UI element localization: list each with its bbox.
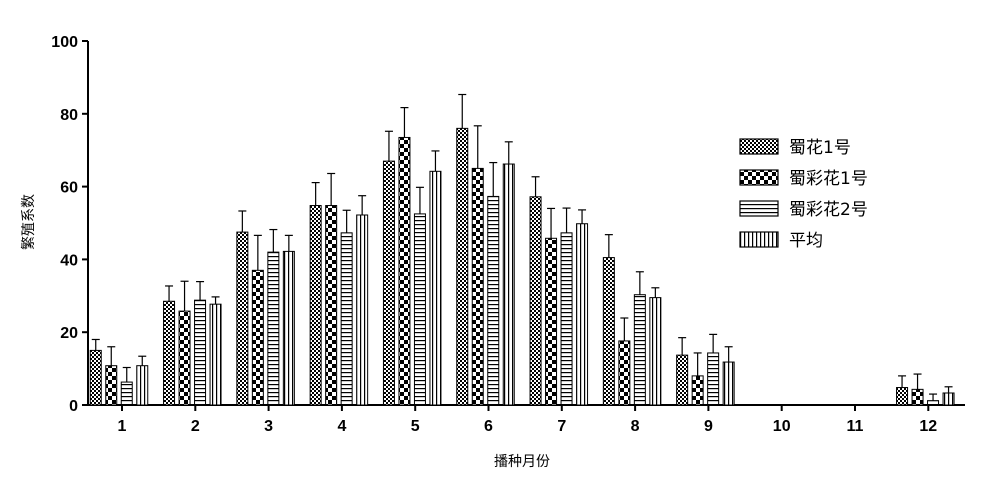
bar: [120, 381, 133, 406]
x-tick-label: 4: [337, 418, 346, 435]
legend-label: 蜀彩花2号: [789, 200, 868, 220]
bar-series-group: [89, 93, 955, 406]
legend-swatch: [739, 231, 779, 248]
y-axis-title: 繁殖系数: [20, 194, 37, 250]
legend-label: 蜀花1号: [789, 138, 851, 158]
x-tick-label: 1: [118, 418, 127, 435]
bar: [356, 214, 369, 406]
bar: [618, 340, 631, 406]
x-tick-label: 6: [484, 418, 493, 435]
bar: [676, 354, 689, 406]
x-axis-title: 播种月份: [494, 454, 550, 470]
legend-label: 平均: [789, 231, 823, 251]
bar: [576, 223, 589, 406]
bar: [398, 136, 411, 406]
bar: [649, 297, 662, 406]
y-tick-label: 80: [60, 107, 78, 124]
y-axis: 0 20 40 60 80 100: [51, 34, 89, 415]
bar: [927, 400, 940, 406]
bar: [325, 205, 338, 406]
x-tick-label: 7: [557, 418, 566, 435]
bar: [429, 170, 442, 406]
bar: [602, 257, 615, 406]
bar: [267, 251, 280, 406]
bar: [502, 163, 515, 406]
bar: [136, 365, 149, 406]
bar: [309, 205, 322, 406]
bar: [545, 237, 558, 406]
bar: [722, 361, 735, 406]
bar: [89, 349, 102, 406]
bar: [163, 300, 176, 406]
y-tick-label: 20: [60, 325, 78, 342]
bar: [487, 195, 500, 406]
bar: [707, 352, 720, 406]
bar: [340, 232, 353, 406]
y-tick-label: 0: [69, 398, 78, 415]
bar: [282, 250, 295, 406]
bar: [560, 232, 573, 406]
bar: [413, 213, 426, 406]
bar: [471, 167, 484, 406]
legend-swatch: [739, 138, 779, 155]
bar: [382, 160, 395, 406]
y-tick-label: 100: [51, 34, 78, 51]
legend-swatch: [739, 169, 779, 186]
bar: [105, 365, 118, 406]
y-tick-label: 60: [60, 180, 78, 197]
bar: [896, 387, 909, 406]
bar: [529, 196, 542, 406]
x-tick-label: 3: [264, 418, 273, 435]
x-tick-label: 10: [773, 418, 791, 435]
bar: [456, 127, 469, 406]
x-tick-label: 2: [191, 418, 200, 435]
bar: [911, 388, 924, 406]
bar: [178, 310, 191, 406]
x-axis: 1 2 3 4 5 6 7 8 9 10 11 12: [88, 404, 965, 435]
legend-label: 蜀彩花1号: [789, 169, 868, 189]
bar: [236, 231, 249, 406]
y-tick-label: 40: [60, 252, 78, 269]
bar: [691, 375, 704, 406]
x-tick-label: 11: [847, 418, 864, 435]
x-tick-label: 8: [631, 418, 640, 435]
bar: [251, 269, 264, 406]
bar: [209, 303, 222, 406]
bar: [194, 299, 207, 406]
bar: [942, 392, 955, 406]
x-tick-label: 9: [704, 418, 713, 435]
x-tick-label: 12: [919, 418, 937, 435]
legend-swatch: [739, 200, 779, 217]
bar: [633, 294, 646, 406]
x-tick-label: 5: [411, 418, 420, 435]
